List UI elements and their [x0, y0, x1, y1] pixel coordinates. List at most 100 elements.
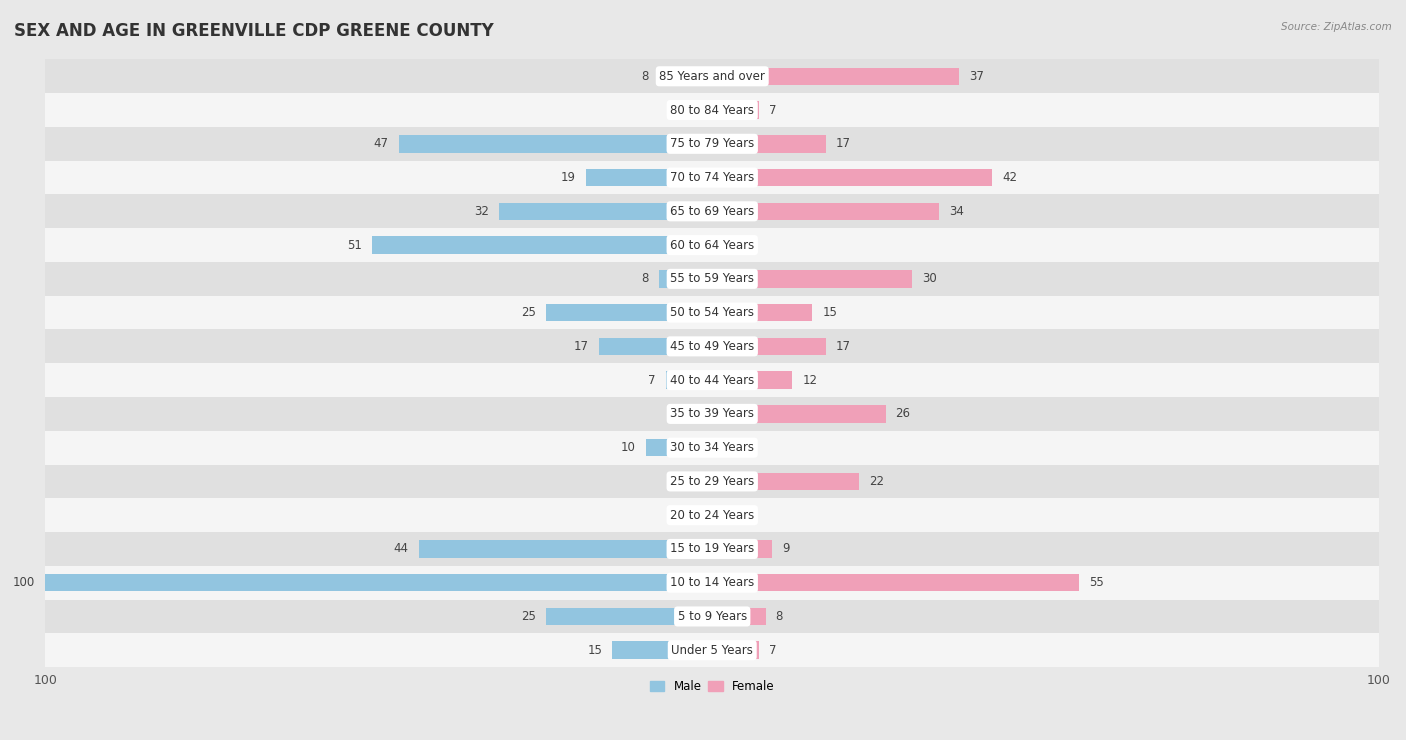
Text: 5 to 9 Years: 5 to 9 Years — [678, 610, 747, 623]
Bar — [45, 228, 1379, 262]
Bar — [399, 135, 713, 152]
Text: 30: 30 — [922, 272, 936, 286]
Bar — [713, 540, 772, 558]
Bar — [45, 397, 1379, 431]
Text: 8: 8 — [641, 70, 650, 83]
Text: 0: 0 — [723, 238, 730, 252]
Bar — [713, 270, 912, 288]
Text: 25 to 29 Years: 25 to 29 Years — [671, 475, 755, 488]
Text: 0: 0 — [695, 508, 702, 522]
Text: 35 to 39 Years: 35 to 39 Years — [671, 408, 754, 420]
Bar — [713, 337, 825, 355]
Text: 12: 12 — [803, 374, 817, 386]
Bar — [713, 169, 993, 186]
Text: 100: 100 — [13, 576, 35, 589]
Text: 47: 47 — [374, 138, 389, 150]
Text: 17: 17 — [835, 138, 851, 150]
Text: 22: 22 — [869, 475, 884, 488]
Text: SEX AND AGE IN GREENVILLE CDP GREENE COUNTY: SEX AND AGE IN GREENVILLE CDP GREENE COU… — [14, 22, 494, 40]
Text: 10: 10 — [620, 441, 636, 454]
Text: 70 to 74 Years: 70 to 74 Years — [671, 171, 755, 184]
Bar — [665, 371, 713, 389]
Bar — [713, 304, 813, 321]
Text: 8: 8 — [776, 610, 783, 623]
Bar — [45, 262, 1379, 296]
Text: 17: 17 — [574, 340, 589, 353]
Text: 55 to 59 Years: 55 to 59 Years — [671, 272, 754, 286]
Bar — [659, 67, 713, 85]
Bar — [499, 203, 713, 220]
Text: 51: 51 — [347, 238, 363, 252]
Bar — [713, 101, 759, 119]
Text: Source: ZipAtlas.com: Source: ZipAtlas.com — [1281, 22, 1392, 33]
Bar — [45, 195, 1379, 228]
Text: 44: 44 — [394, 542, 409, 556]
Bar — [419, 540, 713, 558]
Bar — [612, 642, 713, 659]
Text: 17: 17 — [835, 340, 851, 353]
Bar — [659, 270, 713, 288]
Bar — [45, 296, 1379, 329]
Bar — [45, 431, 1379, 465]
Bar — [713, 608, 766, 625]
Text: 75 to 79 Years: 75 to 79 Years — [671, 138, 755, 150]
Text: 40 to 44 Years: 40 to 44 Years — [671, 374, 755, 386]
Text: 85 Years and over: 85 Years and over — [659, 70, 765, 83]
Text: 20 to 24 Years: 20 to 24 Years — [671, 508, 755, 522]
Text: 50 to 54 Years: 50 to 54 Years — [671, 306, 754, 319]
Text: 7: 7 — [648, 374, 655, 386]
Bar — [45, 633, 1379, 667]
Text: 15 to 19 Years: 15 to 19 Years — [671, 542, 755, 556]
Bar — [546, 608, 713, 625]
Text: 15: 15 — [823, 306, 837, 319]
Bar — [713, 135, 825, 152]
Text: 10 to 14 Years: 10 to 14 Years — [671, 576, 755, 589]
Text: 7: 7 — [769, 644, 776, 656]
Text: 25: 25 — [520, 306, 536, 319]
Text: 8: 8 — [641, 272, 650, 286]
Bar — [45, 599, 1379, 633]
Text: 0: 0 — [695, 104, 702, 116]
Text: 19: 19 — [561, 171, 575, 184]
Bar — [45, 532, 1379, 566]
Text: 55: 55 — [1090, 576, 1104, 589]
Bar — [645, 439, 713, 457]
Text: 0: 0 — [695, 408, 702, 420]
Bar — [713, 405, 886, 423]
Bar — [713, 371, 792, 389]
Text: 32: 32 — [474, 205, 489, 218]
Text: 80 to 84 Years: 80 to 84 Years — [671, 104, 754, 116]
Bar — [45, 574, 713, 591]
Bar — [45, 161, 1379, 195]
Bar — [373, 236, 713, 254]
Bar — [45, 363, 1379, 397]
Text: 30 to 34 Years: 30 to 34 Years — [671, 441, 754, 454]
Text: 37: 37 — [969, 70, 984, 83]
Text: 45 to 49 Years: 45 to 49 Years — [671, 340, 755, 353]
Bar — [713, 473, 859, 490]
Bar — [45, 93, 1379, 127]
Bar — [599, 337, 713, 355]
Bar — [45, 329, 1379, 363]
Bar — [713, 574, 1078, 591]
Text: 60 to 64 Years: 60 to 64 Years — [671, 238, 755, 252]
Bar — [713, 67, 959, 85]
Bar — [585, 169, 713, 186]
Bar — [45, 127, 1379, 161]
Text: 0: 0 — [723, 441, 730, 454]
Text: 25: 25 — [520, 610, 536, 623]
Text: 0: 0 — [723, 508, 730, 522]
Text: 65 to 69 Years: 65 to 69 Years — [671, 205, 755, 218]
Text: 26: 26 — [896, 408, 911, 420]
Bar — [45, 465, 1379, 498]
Text: Under 5 Years: Under 5 Years — [671, 644, 754, 656]
Text: 7: 7 — [769, 104, 776, 116]
Text: 15: 15 — [588, 644, 602, 656]
Bar — [45, 566, 1379, 599]
Text: 0: 0 — [695, 475, 702, 488]
Bar — [45, 498, 1379, 532]
Text: 42: 42 — [1002, 171, 1018, 184]
Bar — [546, 304, 713, 321]
Text: 9: 9 — [782, 542, 790, 556]
Legend: Male, Female: Male, Female — [645, 675, 779, 698]
